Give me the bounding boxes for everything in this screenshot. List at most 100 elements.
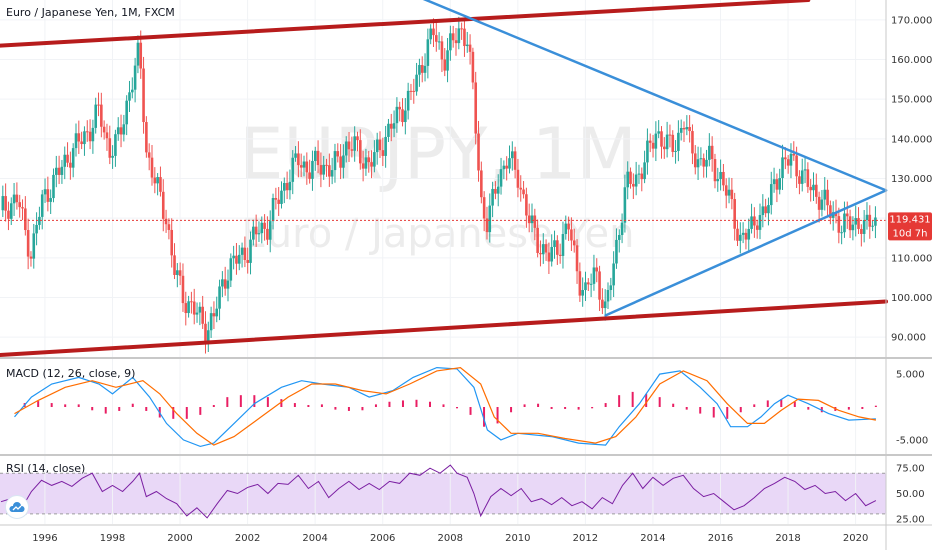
candle-body: [229, 258, 233, 281]
candle-body: [727, 189, 731, 196]
candle-body: [699, 158, 703, 160]
candle-body: [176, 270, 179, 275]
candle-body: [344, 141, 348, 156]
candle-body: [679, 127, 683, 133]
channel-lower-line: [0, 299, 888, 358]
candle-body: [640, 173, 644, 180]
candle-body: [63, 154, 67, 167]
candle-body: [536, 227, 539, 253]
candle-body: [378, 139, 382, 151]
candle-body: [820, 199, 824, 210]
candle-body: [753, 216, 756, 226]
candle-body: [195, 312, 199, 315]
candle-body: [282, 182, 286, 191]
candle-body: [758, 215, 762, 230]
candle-body: [237, 254, 241, 264]
candle-body: [764, 206, 767, 214]
candle-body: [328, 165, 331, 177]
candle-body: [803, 169, 807, 171]
candle-body: [601, 299, 604, 309]
candle-body: [342, 155, 345, 168]
candle-body: [381, 150, 385, 156]
candle-body: [66, 154, 69, 163]
candle-body: [837, 216, 841, 233]
candle-body: [240, 247, 244, 255]
candle-body: [38, 216, 41, 225]
candle-body: [851, 224, 855, 231]
candle-body: [285, 182, 289, 191]
candle-body: [511, 151, 514, 159]
tradingview-logo-icon[interactable]: [5, 495, 29, 519]
candle-body: [634, 174, 638, 187]
candle-body: [713, 159, 717, 182]
price-tick-label: 160.000: [891, 55, 932, 66]
candle-body: [584, 282, 587, 291]
triangle-lower-line: [604, 189, 888, 317]
candle-body: [57, 167, 61, 175]
candle-body: [668, 134, 672, 136]
candle-body: [646, 140, 649, 163]
candle-body: [49, 198, 52, 202]
candle-body: [544, 244, 548, 253]
candle-body: [128, 92, 131, 101]
candle-body: [302, 161, 306, 168]
time-tick-label: 2010: [505, 533, 530, 544]
candle-body: [443, 59, 447, 71]
candle-body: [395, 106, 399, 124]
candle-body: [519, 187, 523, 190]
candle-body: [398, 106, 402, 110]
candle-body: [277, 199, 280, 204]
candle-body: [91, 127, 95, 142]
candle-body: [147, 152, 151, 158]
candle-body: [677, 132, 680, 151]
candle-body: [637, 173, 641, 175]
candle-body: [246, 259, 250, 263]
signal-line: [14, 366, 877, 446]
candle-body: [226, 280, 230, 289]
candle-body: [1, 196, 5, 211]
candle-body: [94, 104, 98, 128]
candle-body: [722, 171, 725, 186]
candle-body: [840, 232, 843, 234]
candle-body: [691, 131, 694, 154]
candle-body: [539, 252, 542, 255]
candle-body: [705, 159, 708, 167]
candle-body: [243, 247, 247, 260]
candle-body: [153, 177, 157, 184]
time-tick-label: 2006: [370, 533, 395, 544]
candle-body: [347, 141, 351, 150]
candle-body: [215, 308, 219, 317]
price-axis[interactable]: 170.000160.000150.000140.000130.000120.0…: [891, 15, 932, 525]
time-axis[interactable]: 1996 1998 2000 2002 2004 2006 2008 2010 2012 2014…: [32, 533, 868, 544]
candle-body: [845, 213, 849, 217]
candle-body: [190, 301, 193, 303]
candle-body: [432, 28, 435, 36]
candle-body: [724, 185, 728, 196]
candle-body: [598, 271, 601, 300]
candle-body: [260, 222, 264, 234]
candle-body: [654, 133, 658, 149]
candle-body: [671, 134, 675, 152]
candle-body: [111, 155, 114, 158]
candle-body: [547, 252, 551, 262]
candle-body: [465, 44, 469, 47]
candle-body: [204, 323, 207, 342]
candle-body: [418, 65, 421, 75]
candle-body: [384, 136, 387, 156]
candle-body: [333, 151, 337, 171]
trendline-layer: [0, 0, 888, 358]
candle-body: [356, 136, 359, 141]
candle-body: [702, 158, 706, 167]
time-tick-label: 2020: [843, 533, 868, 544]
candle-body: [125, 100, 128, 125]
candle-body: [806, 169, 810, 187]
candle-body: [350, 149, 354, 151]
candle-body: [254, 226, 258, 235]
candle-body: [468, 44, 472, 52]
candle-body: [575, 245, 579, 272]
candle-body: [609, 285, 613, 290]
candle-body: [527, 215, 531, 224]
candle-body: [139, 42, 143, 69]
candle-body: [572, 240, 576, 246]
candle-body: [130, 89, 134, 93]
